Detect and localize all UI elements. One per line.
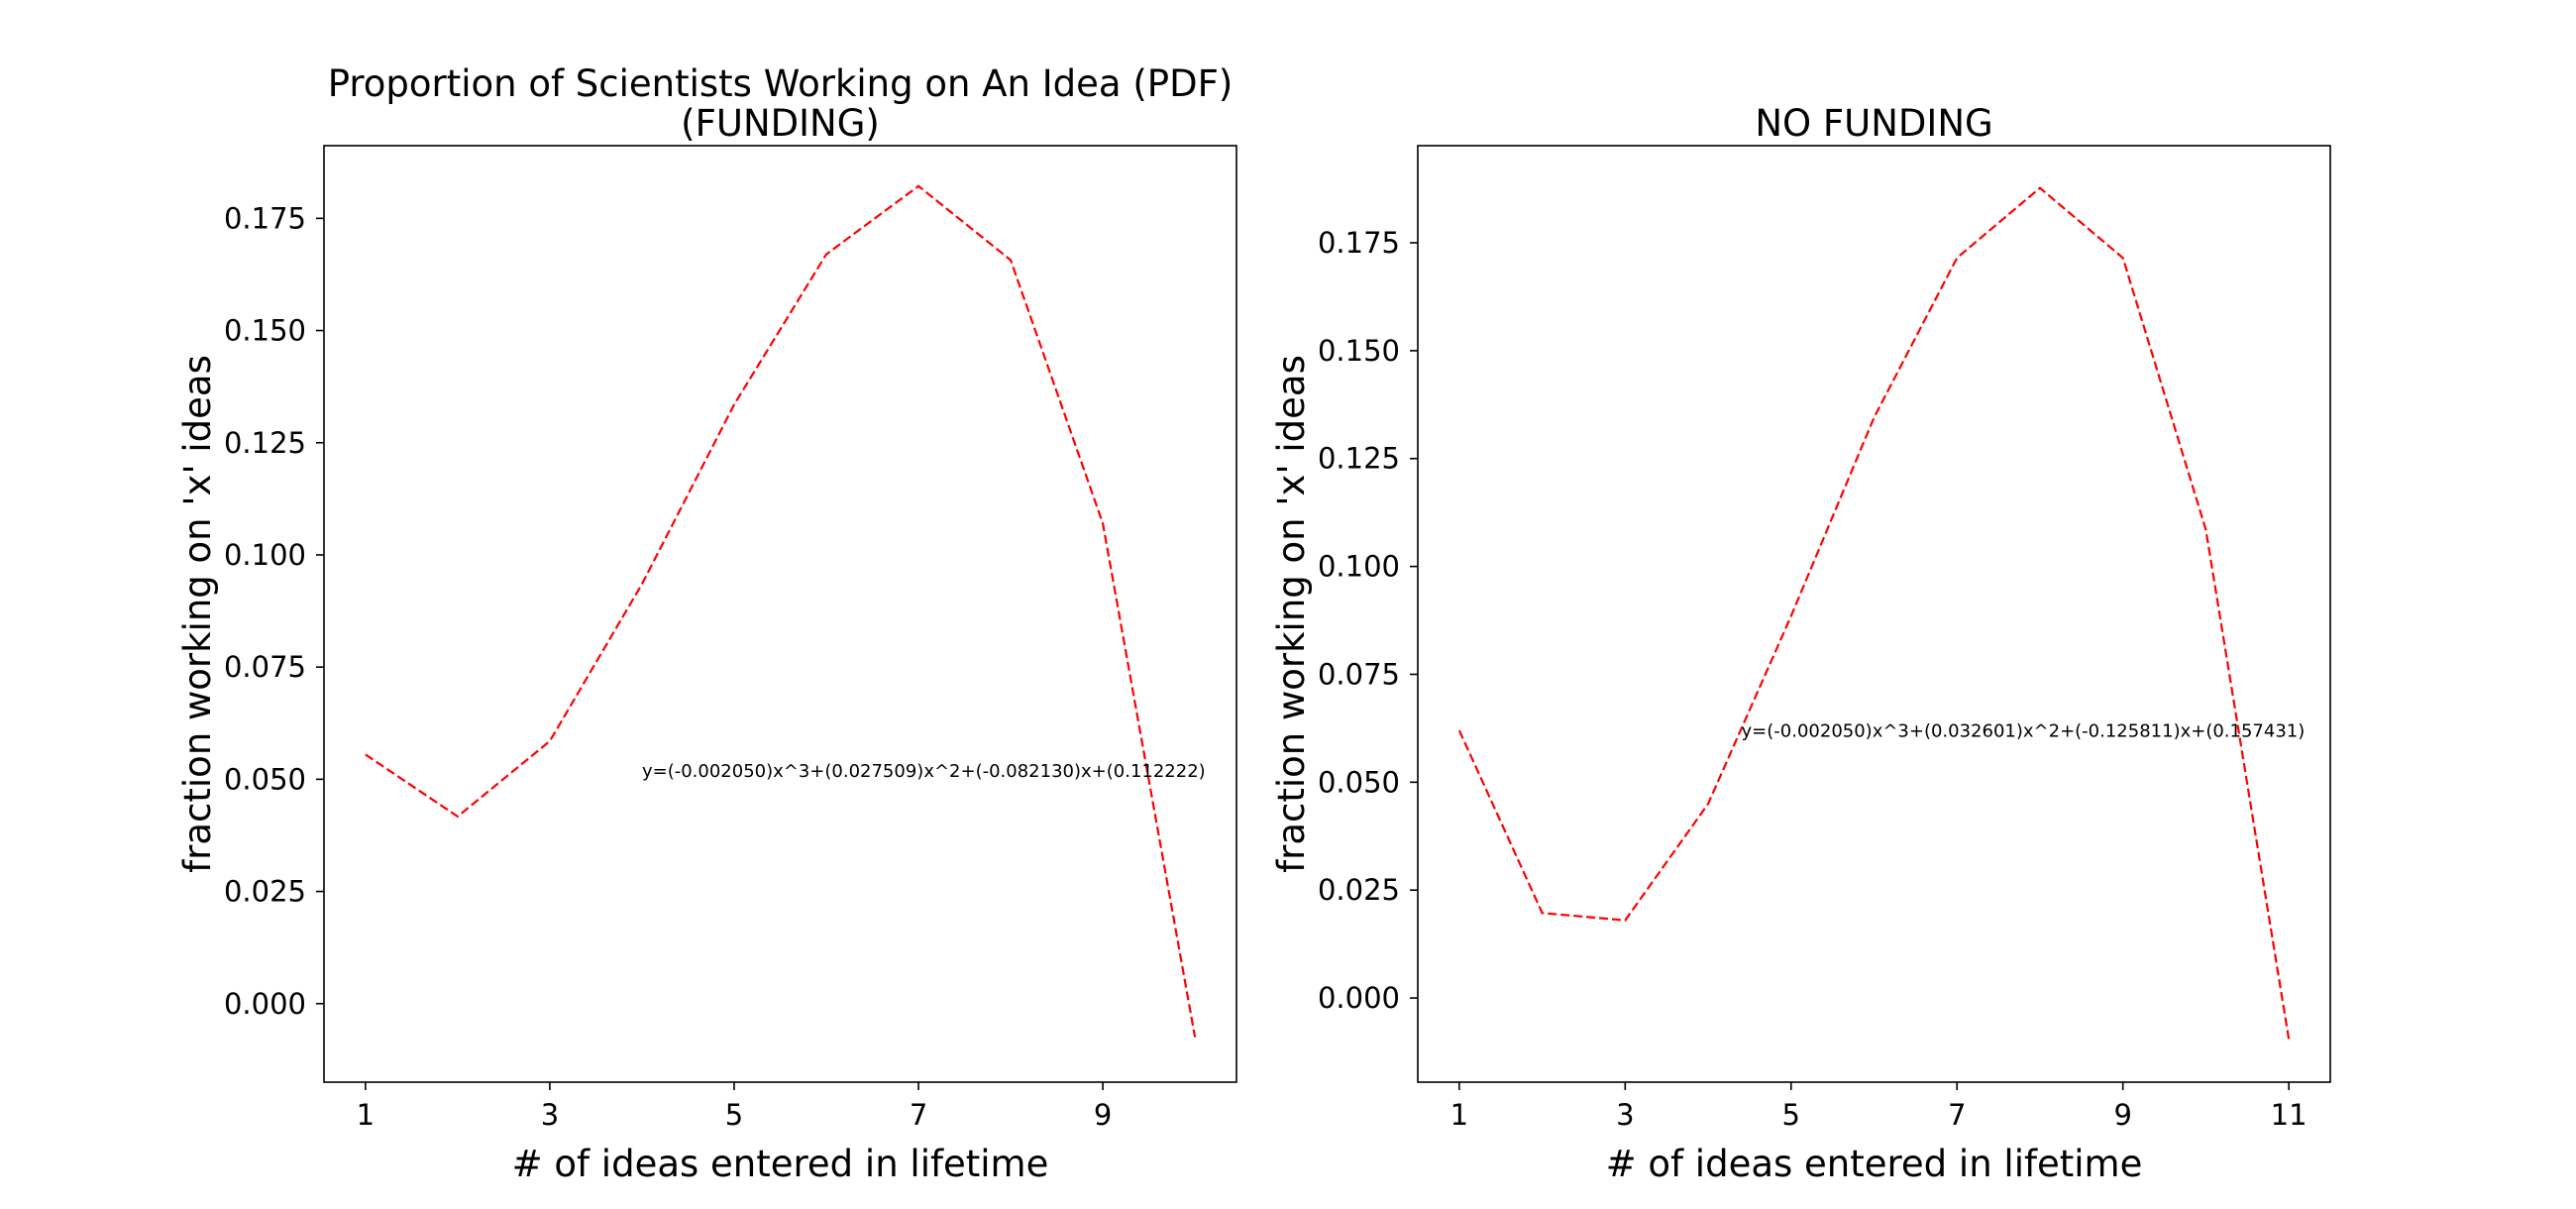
x-tick-label: 11	[2271, 1098, 2308, 1132]
y-tick-label: 0.050	[224, 762, 306, 796]
plot-frame	[1417, 145, 2331, 1083]
x-tick-label: 7	[1948, 1098, 1966, 1132]
y-tick-label: 0.175	[224, 201, 306, 235]
chart-title-line-1: NO FUNDING	[1755, 102, 1992, 145]
chart-panel-1: 1 3 5 7 9 0.000 0.025 0.050 0.075 0.100 0.125 0.150…	[176, 62, 1237, 1185]
x-tick-label: 5	[725, 1098, 743, 1132]
chart-panel-2: 1 3 5 7 9 11 0.000 0.025 0.050 0.075 0.100 0.125 0.1…	[1270, 102, 2331, 1185]
data-point	[364, 752, 368, 756]
y-tick-label: 0.075	[1318, 657, 1400, 691]
data-point	[732, 402, 736, 406]
y-tick-label: 0.000	[1318, 981, 1400, 1015]
y-axis-label: fraction working on 'x' ideas	[176, 355, 219, 873]
x-tick-label: 7	[910, 1098, 927, 1132]
data-point	[1789, 614, 1793, 618]
x-tick-label: 5	[1782, 1098, 1800, 1132]
data-point	[1009, 258, 1013, 262]
y-axis-label: fraction working on 'x' ideas	[1270, 355, 1313, 873]
data-point	[2038, 186, 2042, 190]
x-tick-label: 3	[541, 1098, 559, 1132]
data-point	[1873, 415, 1877, 419]
data-point	[1955, 256, 1959, 260]
x-axis-label: # of ideas entered in lifetime	[1606, 1143, 2143, 1185]
y-tick-label: 0.125	[1318, 442, 1400, 476]
y-tick-label: 0.025	[1318, 873, 1400, 907]
data-point	[2121, 256, 2125, 260]
series-line-1	[365, 184, 1197, 1038]
data-point	[1457, 728, 1461, 732]
chart-title-line-2: (FUNDING)	[681, 102, 880, 145]
y-tick-label: 0.175	[1318, 226, 1400, 260]
x-tick-label: 3	[1616, 1098, 1634, 1132]
y-tick-label: 0.025	[224, 875, 306, 909]
x-tick-label: 9	[1094, 1098, 1112, 1132]
data-point	[548, 739, 552, 743]
y-tick-label: 0.100	[1318, 550, 1400, 584]
data-point	[1193, 1036, 1197, 1040]
data-point	[2203, 528, 2207, 532]
y-tick-label: 0.075	[224, 650, 306, 684]
y-tick-label: 0.125	[224, 426, 306, 460]
y-tick-label: 0.050	[1318, 765, 1400, 799]
x-tick-label: 9	[2113, 1098, 2131, 1132]
chart-title-line-1: Proportion of Scientists Working on An I…	[328, 62, 1234, 105]
y-tick-label: 0.150	[1318, 334, 1400, 368]
x-tick-label: 1	[1450, 1098, 1468, 1132]
x-tick-label: 1	[357, 1098, 375, 1132]
x-axis-label: # of ideas entered in lifetime	[512, 1143, 1049, 1185]
fit-equation-annotation: y=(-0.002050)x^3+(0.027509)x^2+(-0.08213…	[642, 761, 1206, 782]
data-point	[1541, 911, 1545, 915]
data-point	[1101, 521, 1105, 525]
y-tick-label: 0.000	[224, 987, 306, 1021]
y-tick-label: 0.150	[224, 314, 306, 348]
plot-frame	[323, 145, 1237, 1083]
data-point	[824, 253, 828, 257]
data-point	[640, 582, 644, 586]
data-point	[456, 815, 460, 819]
data-point	[1706, 802, 1710, 806]
fit-equation-annotation: y=(-0.002050)x^3+(0.032601)x^2+(-0.12581…	[1742, 721, 2306, 742]
data-point	[916, 184, 920, 188]
data-point	[2287, 1037, 2291, 1041]
data-point	[1623, 919, 1627, 923]
y-tick-label: 0.100	[224, 538, 306, 572]
